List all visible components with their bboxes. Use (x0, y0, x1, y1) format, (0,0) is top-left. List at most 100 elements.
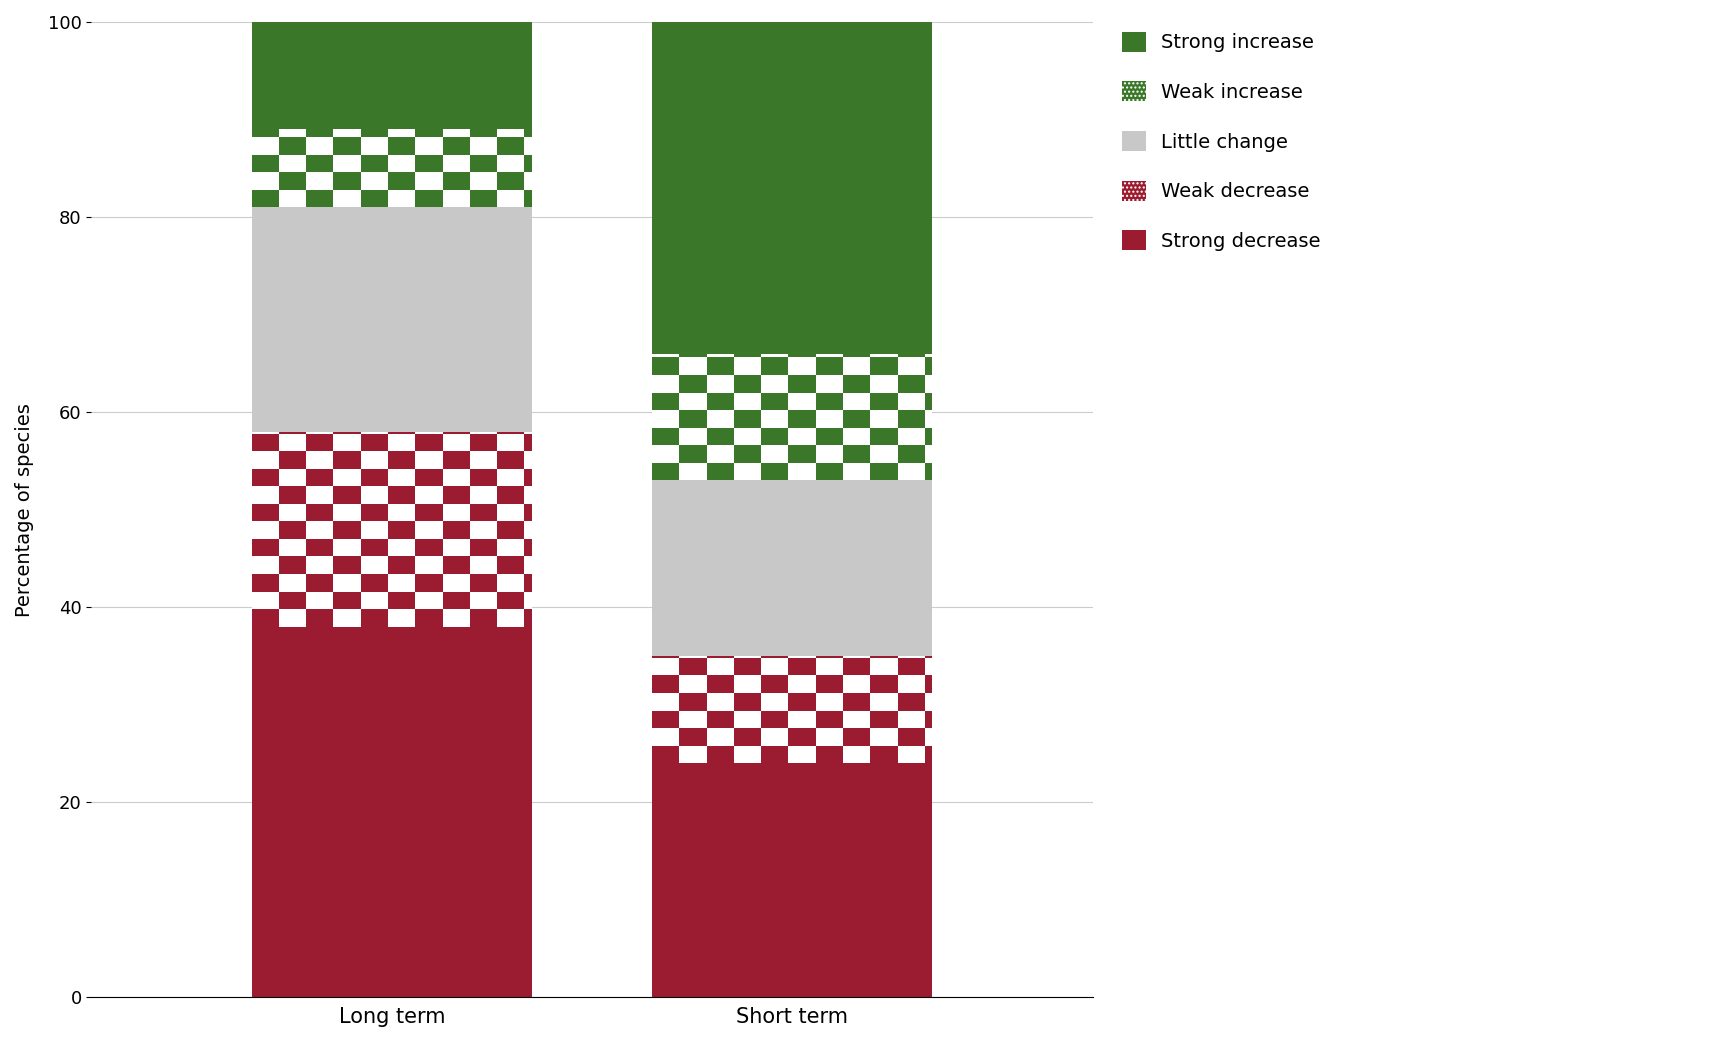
Bar (306, 574, 334, 592)
Bar (898, 445, 924, 463)
Bar (415, 610, 442, 626)
Bar (306, 190, 334, 207)
Bar (415, 154, 442, 172)
Bar (707, 655, 733, 658)
Bar (652, 711, 680, 728)
Bar (652, 655, 933, 763)
Bar (761, 675, 788, 693)
Bar (470, 190, 497, 207)
Bar (733, 693, 761, 711)
Bar (680, 445, 707, 463)
Bar (279, 451, 306, 469)
Bar (497, 431, 525, 433)
Bar (788, 411, 816, 427)
Bar (442, 451, 470, 469)
Bar (816, 711, 843, 728)
Bar (652, 393, 680, 411)
Bar (497, 138, 525, 154)
Bar (525, 574, 532, 592)
Bar (788, 353, 816, 357)
Bar (251, 433, 279, 451)
Bar (334, 431, 361, 433)
Bar (470, 129, 497, 138)
Bar (251, 190, 279, 207)
Bar (361, 610, 387, 626)
Bar (306, 503, 334, 521)
Bar (470, 154, 497, 172)
Bar (415, 469, 442, 487)
Bar (652, 675, 680, 693)
Bar (251, 129, 532, 207)
Bar (707, 675, 733, 693)
Bar (442, 521, 470, 539)
Bar (251, 610, 279, 626)
Bar (652, 427, 680, 445)
Bar (251, 469, 279, 487)
Bar (871, 655, 898, 658)
Bar (924, 427, 933, 445)
Bar (871, 746, 898, 763)
Bar (306, 433, 334, 451)
Bar (680, 375, 707, 393)
Bar (788, 375, 816, 393)
Bar (251, 503, 279, 521)
Bar (497, 487, 525, 503)
Bar (442, 592, 470, 610)
Bar (761, 711, 788, 728)
Bar (279, 487, 306, 503)
Bar (361, 129, 387, 138)
Bar (843, 728, 871, 746)
Bar (470, 469, 497, 487)
Bar (361, 433, 387, 451)
Bar (251, 154, 279, 172)
Bar (843, 411, 871, 427)
Bar (525, 469, 532, 487)
Bar (415, 539, 442, 556)
Bar (442, 431, 470, 433)
Bar (497, 451, 525, 469)
Bar (306, 469, 334, 487)
Bar (525, 539, 532, 556)
Bar (279, 431, 306, 433)
Bar (816, 746, 843, 763)
Bar (251, 431, 532, 626)
Legend: Strong increase, Weak increase, Little change, Weak decrease, Strong decrease: Strong increase, Weak increase, Little c… (1122, 31, 1320, 251)
Bar (871, 711, 898, 728)
Bar (652, 463, 680, 480)
Bar (761, 655, 788, 658)
Bar (898, 693, 924, 711)
Bar (733, 411, 761, 427)
Bar (843, 693, 871, 711)
Bar (898, 411, 924, 427)
Bar (924, 357, 933, 375)
Bar (334, 556, 361, 574)
Bar (279, 172, 306, 190)
Bar (761, 357, 788, 375)
Bar (707, 463, 733, 480)
Bar (361, 574, 387, 592)
Bar (652, 353, 933, 480)
Bar (387, 172, 415, 190)
Bar (415, 190, 442, 207)
Bar (816, 655, 843, 658)
Bar (387, 592, 415, 610)
Bar (788, 445, 816, 463)
Bar (652, 22, 933, 353)
Bar (415, 574, 442, 592)
Bar (442, 556, 470, 574)
Bar (924, 675, 933, 693)
Bar (334, 451, 361, 469)
Bar (652, 357, 680, 375)
Bar (251, 539, 279, 556)
Bar (816, 427, 843, 445)
Bar (898, 728, 924, 746)
Bar (442, 138, 470, 154)
Bar (525, 433, 532, 451)
Bar (707, 393, 733, 411)
Bar (387, 138, 415, 154)
Bar (733, 445, 761, 463)
Bar (816, 357, 843, 375)
Bar (497, 172, 525, 190)
Bar (680, 658, 707, 675)
Bar (470, 433, 497, 451)
